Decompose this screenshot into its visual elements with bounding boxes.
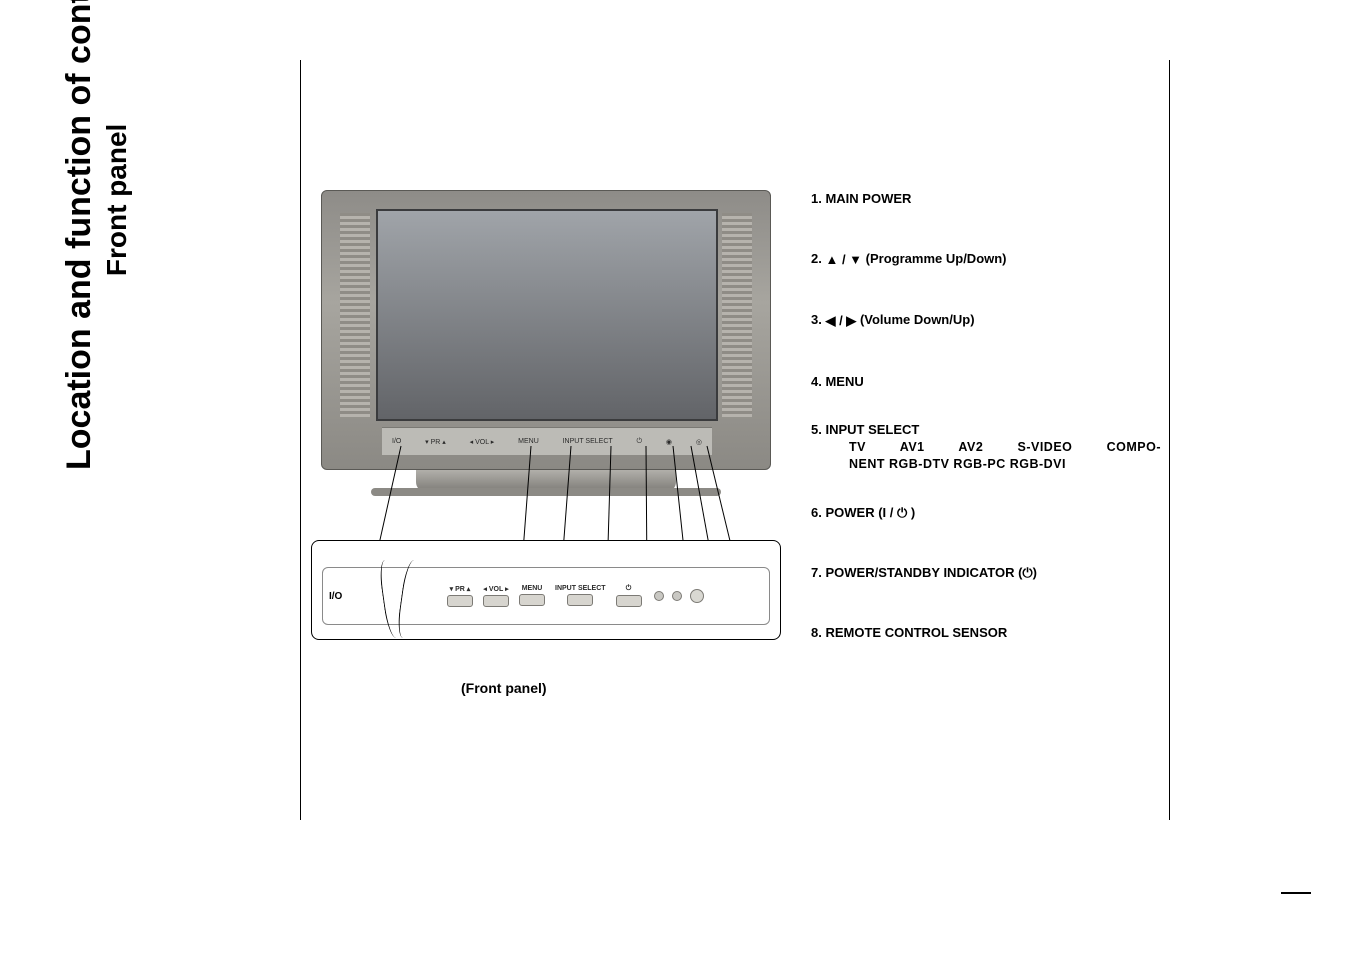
page-title-main: Location and function of controls (60, 0, 99, 470)
legend-label: REMOTE CONTROL SENSOR (825, 625, 1007, 640)
knob-icon (447, 595, 473, 607)
legend-label: MENU (825, 374, 863, 389)
legend-label: POWER/STANDBY INDICATOR (⏻) (825, 565, 1037, 580)
ctrl-input: INPUT SELECT (563, 438, 613, 445)
legend-num: 2. (811, 251, 822, 266)
power-indicator-icon (672, 591, 682, 601)
panel-indicators (654, 589, 704, 603)
manual-page: Location and function of controls Front … (0, 0, 1351, 954)
legend-label: POWER (I / ⏻ ) (825, 505, 915, 520)
remote-sensor-icon (690, 589, 704, 603)
tv-foot (371, 488, 721, 496)
triangle-left-right-icon: ◀ / ▶ (825, 312, 856, 330)
tv-body: I/O ▾ PR ▴ ◂ VOL ▸ MENU INPUT SELECT ⏻ ◉… (321, 190, 771, 470)
page-title: Location and function of controls Front … (60, 0, 133, 470)
panel-btn-vol-label: ◂ VOL ▸ (483, 585, 508, 593)
legend-item-4: 4. MENU (811, 373, 1161, 391)
legend-num: 7. (811, 565, 822, 580)
panel-btn-input: INPUT SELECT (555, 585, 606, 606)
page-footer-dash (1281, 892, 1311, 894)
legend-label: (Programme Up/Down) (866, 251, 1007, 266)
legend-num: 3. (811, 312, 822, 327)
panel-btn-menu-label: MENU (522, 585, 543, 592)
page-title-sub: Front panel (101, 0, 133, 470)
input-select-line1: TV AV1 AV2 S-VIDEO COMPO- (849, 440, 1161, 454)
speaker-left (340, 213, 370, 417)
panel-btn-vol: ◂ VOL ▸ (483, 585, 509, 607)
front-panel-inner: I/O ▾ PR ▴ ◂ VOL ▸ MENU (322, 567, 770, 625)
legend-item-1: 1. MAIN POWER (811, 190, 1161, 208)
ctrl-io: I/O (392, 438, 401, 445)
cutaway-squiggle (377, 576, 437, 616)
input-select-line2: NENT RGB-DTV RGB-PC RGB-DVI (849, 456, 1161, 474)
panel-btn-menu: MENU (519, 585, 545, 606)
legend-num: 6. (811, 505, 822, 520)
legend-num: 8. (811, 625, 822, 640)
ctrl-pwr: ⏻ (637, 438, 643, 446)
panel-btn-pr: ▾ PR ▴ (447, 585, 473, 607)
legend-num: 4. (811, 374, 822, 389)
panel-buttons: ▾ PR ▴ ◂ VOL ▸ MENU INPUT SELECT (447, 585, 642, 607)
triangle-up-down-icon: ▲ / ▼ (825, 251, 862, 269)
tv-screen (376, 209, 718, 421)
legend-item-5: 5. INPUT SELECT TV AV1 AV2 S-VIDEO COMPO… (811, 421, 1161, 474)
knob-icon (616, 595, 642, 607)
controls-legend: 1. MAIN POWER 2. ▲ / ▼ (Programme Up/Dow… (811, 190, 1161, 685)
panel-btn-input-label: INPUT SELECT (555, 585, 606, 592)
diagram-caption: (Front panel) (461, 680, 547, 696)
panel-io-label: I/O (329, 591, 371, 602)
panel-btn-power-label: ⏻ (626, 585, 632, 593)
ctrl-sens: ◎ (696, 438, 702, 446)
knob-icon (567, 594, 593, 606)
legend-num: 5. (811, 422, 822, 437)
speaker-right (722, 213, 752, 417)
ctrl-menu: MENU (518, 438, 539, 445)
panel-btn-pr-label: ▾ PR ▴ (450, 585, 471, 593)
front-panel-diagram: I/O ▾ PR ▴ ◂ VOL ▸ MENU INPUT SELECT ⏻ ◉… (311, 180, 791, 710)
ctrl-vol: ◂ VOL ▸ (470, 438, 495, 446)
legend-label: (Volume Down/Up) (860, 312, 975, 327)
knob-icon (519, 594, 545, 606)
content-frame: I/O ▾ PR ▴ ◂ VOL ▸ MENU INPUT SELECT ⏻ ◉… (300, 60, 1170, 820)
legend-label: MAIN POWER (825, 191, 911, 206)
legend-item-3: 3. ◀ / ▶ (Volume Down/Up) (811, 311, 1161, 330)
knob-icon (483, 595, 509, 607)
legend-num: 1. (811, 191, 822, 206)
ctrl-ind: ◉ (666, 438, 672, 446)
legend-item-2: 2. ▲ / ▼ (Programme Up/Down) (811, 250, 1161, 269)
legend-label: INPUT SELECT (825, 422, 919, 437)
input-select-values: TV AV1 AV2 S-VIDEO COMPO- NENT RGB-DTV R… (811, 439, 1161, 474)
standby-indicator-icon (654, 591, 664, 601)
ctrl-pr: ▾ PR ▴ (425, 438, 446, 446)
legend-item-7: 7. POWER/STANDBY INDICATOR (⏻) (811, 564, 1161, 582)
tv-control-strip: I/O ▾ PR ▴ ◂ VOL ▸ MENU INPUT SELECT ⏻ ◉… (382, 427, 712, 455)
legend-item-8: 8. REMOTE CONTROL SENSOR (811, 624, 1161, 642)
panel-btn-power: ⏻ (616, 585, 642, 607)
front-panel-enlarged: I/O ▾ PR ▴ ◂ VOL ▸ MENU (311, 540, 781, 640)
legend-item-6: 6. POWER (I / ⏻ ) (811, 504, 1161, 522)
